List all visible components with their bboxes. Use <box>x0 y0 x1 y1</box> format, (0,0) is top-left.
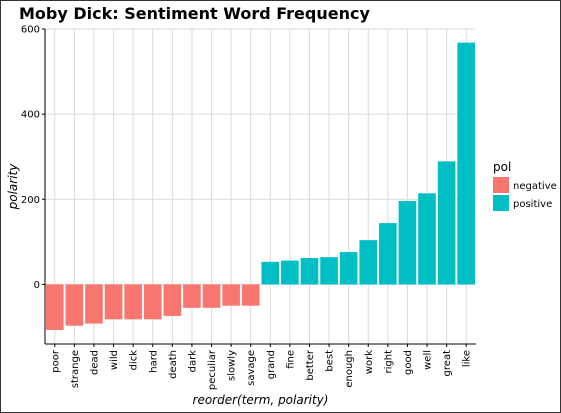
bar-right <box>379 223 397 285</box>
legend-label-positive: positive <box>513 199 552 210</box>
bar-slowly <box>222 284 240 306</box>
x-tick-label-strange: strange <box>70 350 81 388</box>
bars <box>45 42 476 330</box>
x-tick-label-dark: dark <box>187 350 198 373</box>
x-tick-label-fine: fine <box>285 350 296 369</box>
x-tick-label-great: great <box>442 350 453 377</box>
y-tick-labels: 0 200 400 600 <box>21 25 45 291</box>
x-tick-label-enough: enough <box>344 350 355 388</box>
bar-hard <box>143 284 162 320</box>
bar-wild <box>104 284 123 320</box>
legend-swatch-negative <box>493 177 509 193</box>
bar-dead <box>85 284 103 324</box>
bar-enough <box>339 252 358 285</box>
bar-poor <box>45 284 64 330</box>
y-tick-label-400: 400 <box>21 110 40 121</box>
chart-title: Moby Dick: Sentiment Word Frequency <box>19 4 370 23</box>
bar-great <box>437 161 456 285</box>
bar-work <box>359 240 378 285</box>
x-tick-label-dead: dead <box>89 350 100 375</box>
x-axis-title: reorder(term, polarity) <box>193 393 329 407</box>
x-tick-label-wild: wild <box>109 350 120 370</box>
x-tick-label-grand: grand <box>266 350 277 379</box>
legend: pol negative positive <box>493 160 557 211</box>
x-tick-label-poor: poor <box>50 349 61 373</box>
x-tick-label-like: like <box>462 350 473 367</box>
legend-label-negative: negative <box>513 181 557 192</box>
x-tick-label-slowly: slowly <box>227 350 238 381</box>
bar-grand <box>261 261 280 285</box>
legend-swatch-positive <box>493 195 509 211</box>
x-tick-label-hard: hard <box>148 350 159 373</box>
x-tick-label-best: best <box>325 350 336 372</box>
x-tick-label-peculiar: peculiar <box>207 349 218 390</box>
x-tick-label-death: death <box>168 350 179 379</box>
bar-best <box>320 257 338 285</box>
x-tick-label-savage: savage <box>246 350 257 386</box>
bar-better <box>300 258 319 285</box>
x-tick-label-work: work <box>364 350 375 374</box>
y-tick-label-0: 0 <box>34 280 40 291</box>
plot-area: 0 200 400 600 poor strange dead wild dick hard de… <box>21 25 476 390</box>
bar-death <box>163 284 182 316</box>
x-tick-label-dick: dick <box>129 350 140 371</box>
x-tick-label-well: well <box>423 350 434 370</box>
legend-title: pol <box>493 160 511 174</box>
bar-strange <box>65 284 84 326</box>
y-axis-title: polarity <box>6 163 20 211</box>
x-tick-label-better: better <box>305 349 316 380</box>
bar-dark <box>183 284 201 308</box>
y-tick-label-200: 200 <box>21 195 40 206</box>
bar-savage <box>241 284 260 306</box>
bar-peculiar <box>202 284 221 308</box>
bar-like <box>457 42 476 285</box>
bar-dick <box>124 284 142 320</box>
x-tick-label-good: good <box>403 350 414 375</box>
bar-good <box>398 200 417 285</box>
x-tick-label-right: right <box>383 350 394 374</box>
x-tick-labels: poor strange dead wild dick hard death dark pecu… <box>50 344 473 390</box>
y-tick-label-600: 600 <box>21 25 40 36</box>
bar-fine <box>281 260 299 285</box>
bar-well <box>418 193 436 285</box>
